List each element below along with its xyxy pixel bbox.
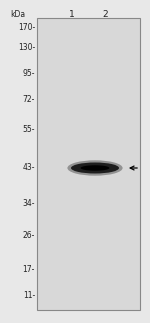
Text: 170-: 170-	[18, 24, 35, 33]
Ellipse shape	[81, 165, 109, 171]
Bar	[37, 18, 140, 310]
Text: 26-: 26-	[23, 231, 35, 239]
Text: 55-: 55-	[22, 126, 35, 134]
Ellipse shape	[71, 162, 119, 173]
Text: 43-: 43-	[22, 163, 35, 172]
Text: 34-: 34-	[22, 199, 35, 207]
Text: kDa: kDa	[10, 10, 25, 19]
Text: 11-: 11-	[23, 290, 35, 299]
Text: 130-: 130-	[18, 44, 35, 53]
Text: 17-: 17-	[23, 266, 35, 275]
Text: 1: 1	[69, 10, 75, 19]
Ellipse shape	[67, 160, 123, 176]
Text: 72-: 72-	[23, 96, 35, 105]
Text: 95-: 95-	[22, 68, 35, 78]
Text: 2: 2	[102, 10, 108, 19]
